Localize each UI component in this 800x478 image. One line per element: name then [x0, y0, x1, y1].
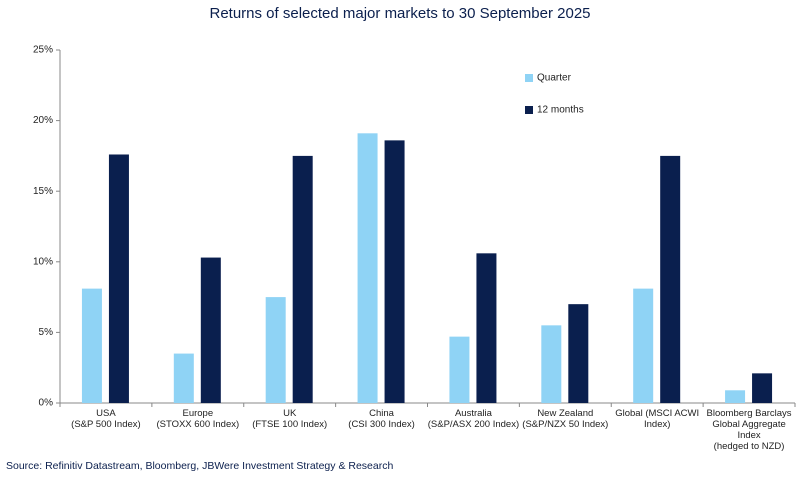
bar [541, 325, 562, 403]
x-tick-label: Bloomberg Barclays Global Aggregate Inde… [706, 408, 792, 452]
y-tick-label: 20% [33, 115, 53, 126]
bar [449, 336, 470, 403]
y-tick-label: 25% [33, 45, 53, 56]
bar [660, 155, 681, 403]
legend-label: Quarter [537, 73, 572, 84]
legend-label: 12 months [537, 105, 584, 116]
bar [752, 373, 773, 403]
y-tick-label: 10% [33, 256, 53, 267]
y-tick-label: 0% [39, 398, 54, 409]
legend-swatch [525, 74, 533, 82]
x-tick-label: Global (MSCI ACWI Index) [615, 408, 700, 430]
y-tick-label: 5% [39, 327, 54, 338]
chart-title: Returns of selected major markets to 30 … [209, 5, 590, 22]
x-tick-label: UK (FTSE 100 Index) [252, 408, 328, 430]
bar [476, 253, 497, 403]
x-tick-label: New Zealand (S&P/NZX 50 Index) [522, 408, 609, 430]
x-tick-label: Europe (STOXX 600 Index) [156, 408, 240, 430]
bar [633, 288, 654, 403]
x-tick-label: China (CSI 300 Index) [348, 408, 415, 430]
legend-swatch [525, 106, 533, 114]
bar [200, 257, 221, 403]
bar [265, 297, 286, 403]
bar [568, 304, 589, 403]
x-tick-label: Australia (S&P/ASX 200 Index) [427, 408, 520, 430]
bar [357, 133, 378, 404]
source-note: Source: Refinitiv Datastream, Bloomberg,… [6, 460, 393, 472]
bar [108, 154, 129, 403]
bar [384, 140, 405, 404]
bar [81, 288, 102, 403]
bar [173, 353, 194, 403]
bar [292, 155, 313, 403]
bar [725, 390, 746, 403]
y-tick-label: 15% [33, 186, 53, 197]
x-tick-label: USA (S&P 500 Index) [71, 408, 141, 430]
